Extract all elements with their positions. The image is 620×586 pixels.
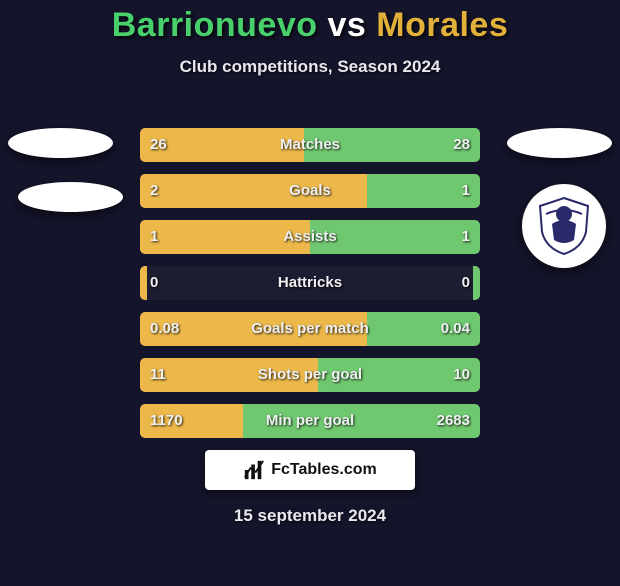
stat-label: Goals per match [140,312,480,346]
fctables-watermark: FcTables.com [205,450,415,490]
stat-row: 1110Shots per goal [140,358,480,392]
stat-label: Matches [140,128,480,162]
footer-date: 15 september 2024 [0,506,620,526]
stat-row: 11Assists [140,220,480,254]
stat-label: Hattricks [140,266,480,300]
club-crest-icon [532,194,596,258]
stat-row: 00Hattricks [140,266,480,300]
stat-label: Goals [140,174,480,208]
player1-name: Barrionuevo [112,6,318,44]
subtitle: Club competitions, Season 2024 [0,57,620,77]
player1-club-oval-top [8,128,113,158]
stat-label: Min per goal [140,404,480,438]
player2-club-oval-top [507,128,612,158]
stat-label: Assists [140,220,480,254]
stat-label: Shots per goal [140,358,480,392]
stat-row: 0.080.04Goals per match [140,312,480,346]
player2-name: Morales [376,6,508,44]
bar-chart-icon [243,459,265,481]
stat-row: 2628Matches [140,128,480,162]
player1-club-oval-bottom [18,182,123,212]
fctables-text: FcTables.com [271,461,377,479]
comparison-title: Barrionuevo vs Morales [0,6,620,45]
vs-text: vs [327,6,366,44]
stat-row: 21Goals [140,174,480,208]
stat-row: 11702683Min per goal [140,404,480,438]
stats-table: 2628Matches 21Goals 11Assists 00Hattricks 0.… [140,128,480,450]
player2-club-badge [522,184,606,268]
